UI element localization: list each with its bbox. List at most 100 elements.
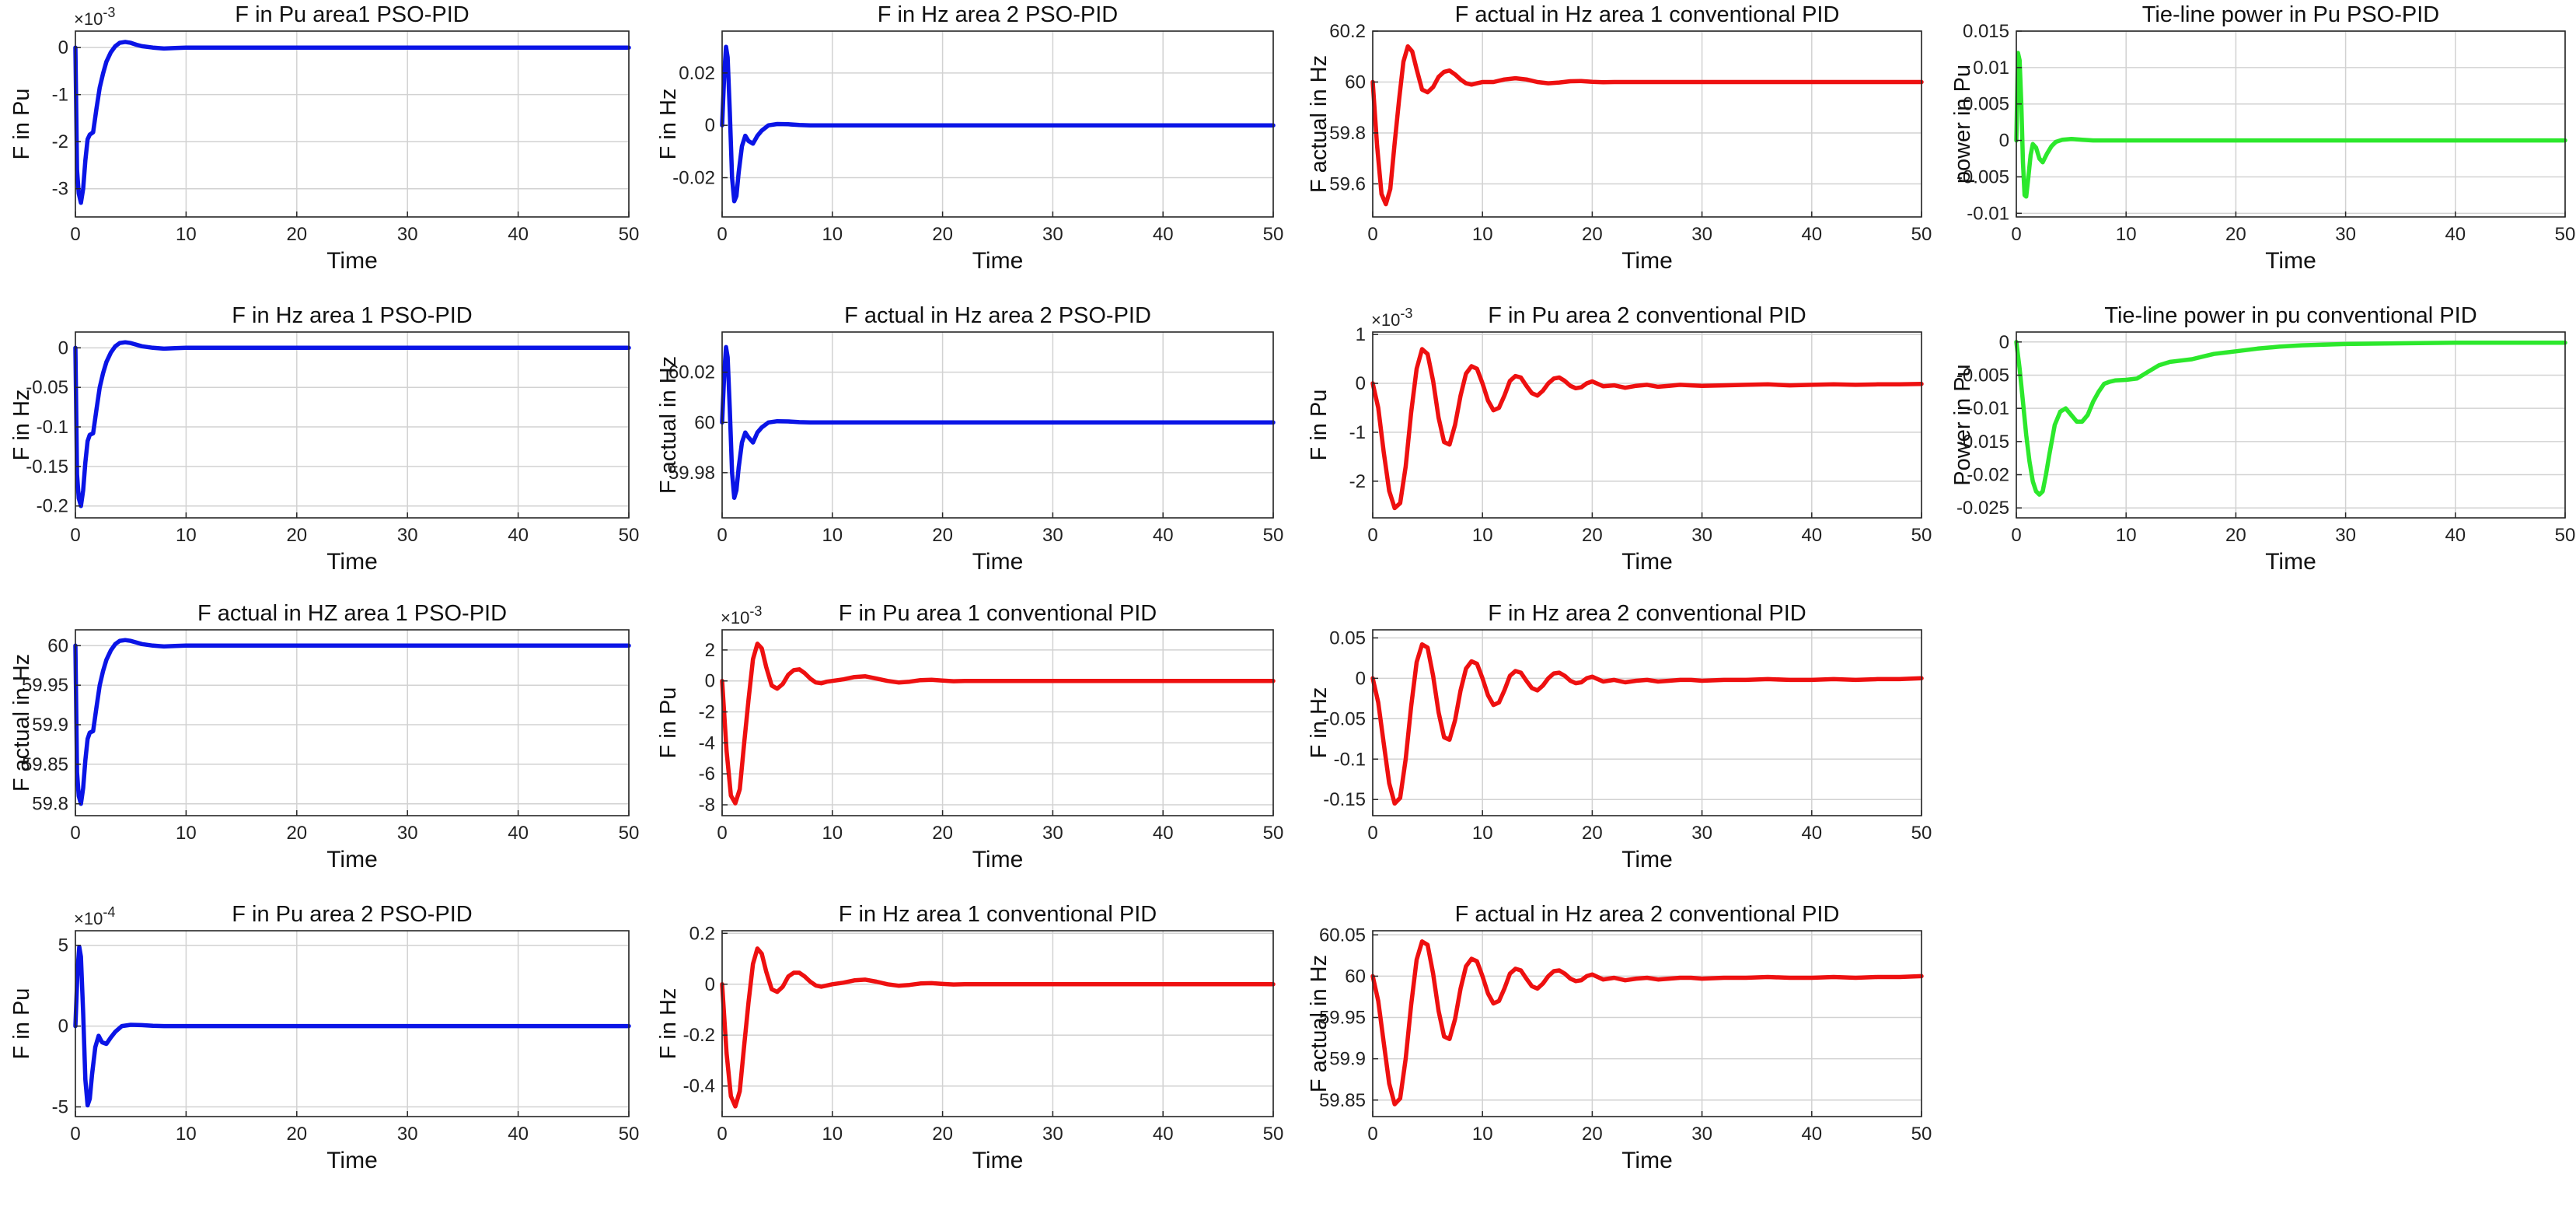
- x-tick-label: 40: [1153, 224, 1174, 245]
- y-axis-label: Power in Pu: [1950, 364, 1975, 485]
- y-tick-label: 60.2: [1329, 21, 1366, 42]
- x-tick-label: 10: [1472, 224, 1493, 245]
- y-tick-label: 59.95: [1319, 1008, 1366, 1029]
- chart-title: F in Pu area 1 conventional PID: [839, 601, 1157, 626]
- x-tick-label: 10: [822, 823, 843, 844]
- chart-p11: 0 10 20 30 40 50 0.05 0 -0.05 -0.1 -0.15 F in Hz ar…: [1307, 601, 1932, 872]
- chart-p4: 0 10 20 30 40 50 0.015 0.01 0.005 0 -0.005 -0.01 Tie…: [1950, 2, 2575, 274]
- x-tick-label: 10: [176, 1124, 197, 1145]
- axes-box: [1372, 629, 1922, 816]
- x-tick-label: 20: [2225, 525, 2246, 546]
- x-axis-label: Time: [1621, 847, 1673, 872]
- x-tick-label: 50: [1263, 823, 1284, 844]
- y-tick-label: -1: [52, 85, 68, 106]
- y-tick-label: -5: [52, 1097, 68, 1118]
- x-tick-label: 50: [1263, 1124, 1284, 1145]
- x-tick-label: 40: [1801, 1124, 1822, 1145]
- x-tick-label: 30: [397, 525, 418, 546]
- series-line: [720, 44, 1276, 204]
- y-tick-label: -2: [699, 702, 715, 723]
- y-tick-label: 59.95: [22, 675, 68, 696]
- y-tick-label: 0: [1356, 668, 1366, 689]
- x-axis-label: Time: [2265, 549, 2316, 575]
- chart-p13: 0 10 20 30 40 50 0.2 0 -0.2 -0.4 F in Hz area 1 co…: [656, 902, 1283, 1173]
- axes-box: [721, 331, 1274, 519]
- x-tick-label: 20: [932, 224, 953, 245]
- x-tick-label: 30: [1042, 823, 1063, 844]
- y-tick-label: 60: [1345, 72, 1366, 93]
- y-tick-label: -8: [699, 795, 715, 816]
- x-tick-label: 30: [397, 224, 418, 245]
- plot-area: [722, 332, 1273, 518]
- x-tick-label: 10: [1472, 823, 1493, 844]
- y-axis-label: F in Hz: [9, 390, 34, 461]
- y-tick-label: -6: [699, 764, 715, 785]
- plot-area: [1373, 931, 1922, 1117]
- chart-title: F in Hz area 1 conventional PID: [839, 902, 1157, 927]
- x-tick-label: 30: [1042, 1124, 1063, 1145]
- series-line: [73, 40, 631, 205]
- x-axis-label: Time: [326, 248, 378, 274]
- y-axis-label: F actual in Hz: [1307, 955, 1332, 1092]
- y-tick-label: 59.85: [1319, 1090, 1366, 1111]
- y-tick-label: 59.98: [668, 463, 715, 484]
- y-tick-label: 0: [705, 115, 715, 136]
- x-tick-label: 20: [932, 525, 953, 546]
- plot-area: [75, 931, 629, 1117]
- chart-p5: 0 10 20 30 40 50 0 -0.05 -0.1 -0.15 -0.2 F in Hz ar…: [9, 303, 639, 575]
- x-tick-label: 0: [2011, 224, 2021, 245]
- x-tick-label: 0: [70, 1124, 80, 1145]
- y-tick-label: 0: [58, 337, 68, 358]
- y-tick-label: 59.8: [1329, 123, 1366, 144]
- y-tick-label: 2: [705, 640, 715, 661]
- y-tick-label: 59.8: [32, 794, 68, 815]
- x-tick-label: 0: [1367, 1124, 1377, 1145]
- y-tick-label: -0.005: [1956, 166, 2009, 187]
- y-tick-label: -1: [1349, 422, 1366, 443]
- x-tick-label: 40: [1801, 224, 1822, 245]
- axes-box: [1372, 30, 1922, 218]
- y-tick-label: 0.005: [1963, 94, 2009, 115]
- y-tick-label: -0.1: [37, 417, 68, 438]
- x-tick-label: 30: [2335, 224, 2356, 245]
- y-tick-label: 60.05: [1319, 925, 1366, 946]
- series-line: [1370, 44, 1924, 207]
- y-tick-label: -0.1: [1334, 749, 1366, 770]
- series-line: [1370, 641, 1924, 806]
- x-tick-label: 40: [2445, 224, 2466, 245]
- chart-p2: 0 10 20 30 40 50 0.02 0 -0.02 F in Hz area 2 PSO-…: [656, 2, 1283, 274]
- x-tick-label: 30: [397, 1124, 418, 1145]
- x-tick-label: 50: [619, 525, 640, 546]
- chart-title: F in Pu area 2 PSO-PID: [232, 902, 472, 927]
- axes-box: [721, 930, 1274, 1117]
- plot-area: [722, 931, 1273, 1117]
- chart-title: F actual in Hz area 1 conventional PID: [1455, 2, 1840, 27]
- y-tick-label: -0.005: [1956, 365, 2009, 386]
- y-axis-label: F actual in Hz: [1307, 55, 1332, 193]
- x-tick-label: 20: [1582, 1124, 1603, 1145]
- x-tick-label: 30: [1691, 1124, 1712, 1145]
- x-tick-label: 20: [1582, 224, 1603, 245]
- y-tick-label: 5: [58, 935, 68, 956]
- x-axis-label: Time: [1621, 248, 1673, 274]
- x-tick-label: 10: [822, 525, 843, 546]
- x-tick-label: 10: [176, 224, 197, 245]
- y-axis-label: F actual in Hz: [9, 654, 34, 792]
- series-line: [2014, 340, 2567, 497]
- x-tick-label: 10: [1472, 1124, 1493, 1145]
- x-axis-label: Time: [972, 549, 1024, 575]
- x-tick-label: 0: [717, 525, 727, 546]
- x-tick-label: 50: [1911, 224, 1932, 245]
- chart-title: F actual in Hz area 2 conventional PID: [1455, 902, 1840, 927]
- y-tick-label: -2: [1349, 471, 1366, 492]
- y-tick-label: 60.02: [668, 362, 715, 383]
- y-tick-label: 0: [705, 974, 715, 995]
- y-axis-label: F in Pu: [1307, 390, 1332, 461]
- x-tick-label: 40: [1153, 1124, 1174, 1145]
- y-tick-label: -0.015: [1956, 432, 2009, 453]
- axes-box: [75, 629, 630, 816]
- y-tick-label: 0: [58, 37, 68, 58]
- y-tick-label: -2: [52, 131, 68, 152]
- x-axis-label: Time: [2265, 248, 2316, 274]
- chart-title: F in Pu area 2 conventional PID: [1488, 303, 1806, 328]
